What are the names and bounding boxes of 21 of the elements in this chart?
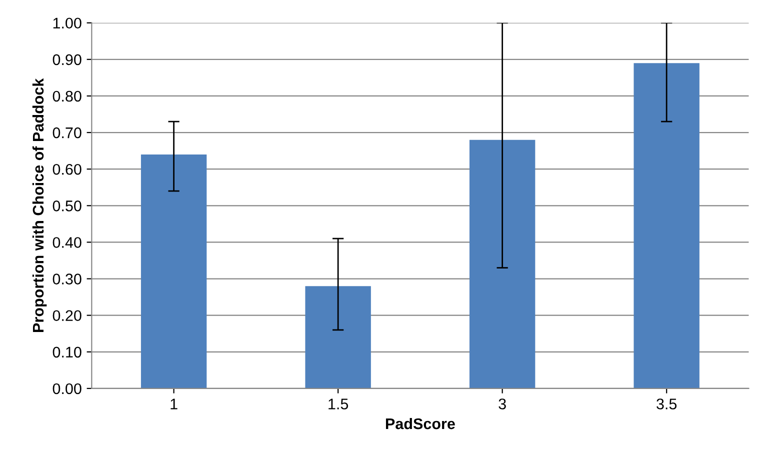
x-axis-title: PadScore (386, 418, 455, 430)
y-tick-label: 0.70 (52, 127, 82, 138)
bar (305, 286, 371, 388)
y-tick-label: 0.00 (52, 383, 82, 394)
y-tick-label: 0.20 (52, 310, 82, 322)
y-axis-title: Proportion with Choice of Paddock (32, 78, 47, 332)
y-tick-label: 1.00 (53, 18, 82, 29)
y-tick-label: 0.30 (52, 274, 82, 284)
bar (469, 140, 536, 388)
y-tick-label: 0.80 (52, 90, 82, 102)
x-tick-label: 3 (498, 398, 506, 410)
y-tick-label: 0.60 (52, 164, 82, 175)
y-tick-label: 0.90 (52, 54, 82, 66)
x-tick-label: 3.5 (656, 398, 677, 410)
y-tick-label: 0.40 (52, 237, 82, 248)
y-tick-label: 0.10 (52, 346, 82, 358)
bar (634, 63, 700, 388)
y-tick-label: 0.50 (52, 200, 82, 212)
bar (140, 154, 207, 388)
x-tick-label: 1 (170, 398, 178, 410)
x-tick-label: 1.5 (328, 398, 348, 410)
